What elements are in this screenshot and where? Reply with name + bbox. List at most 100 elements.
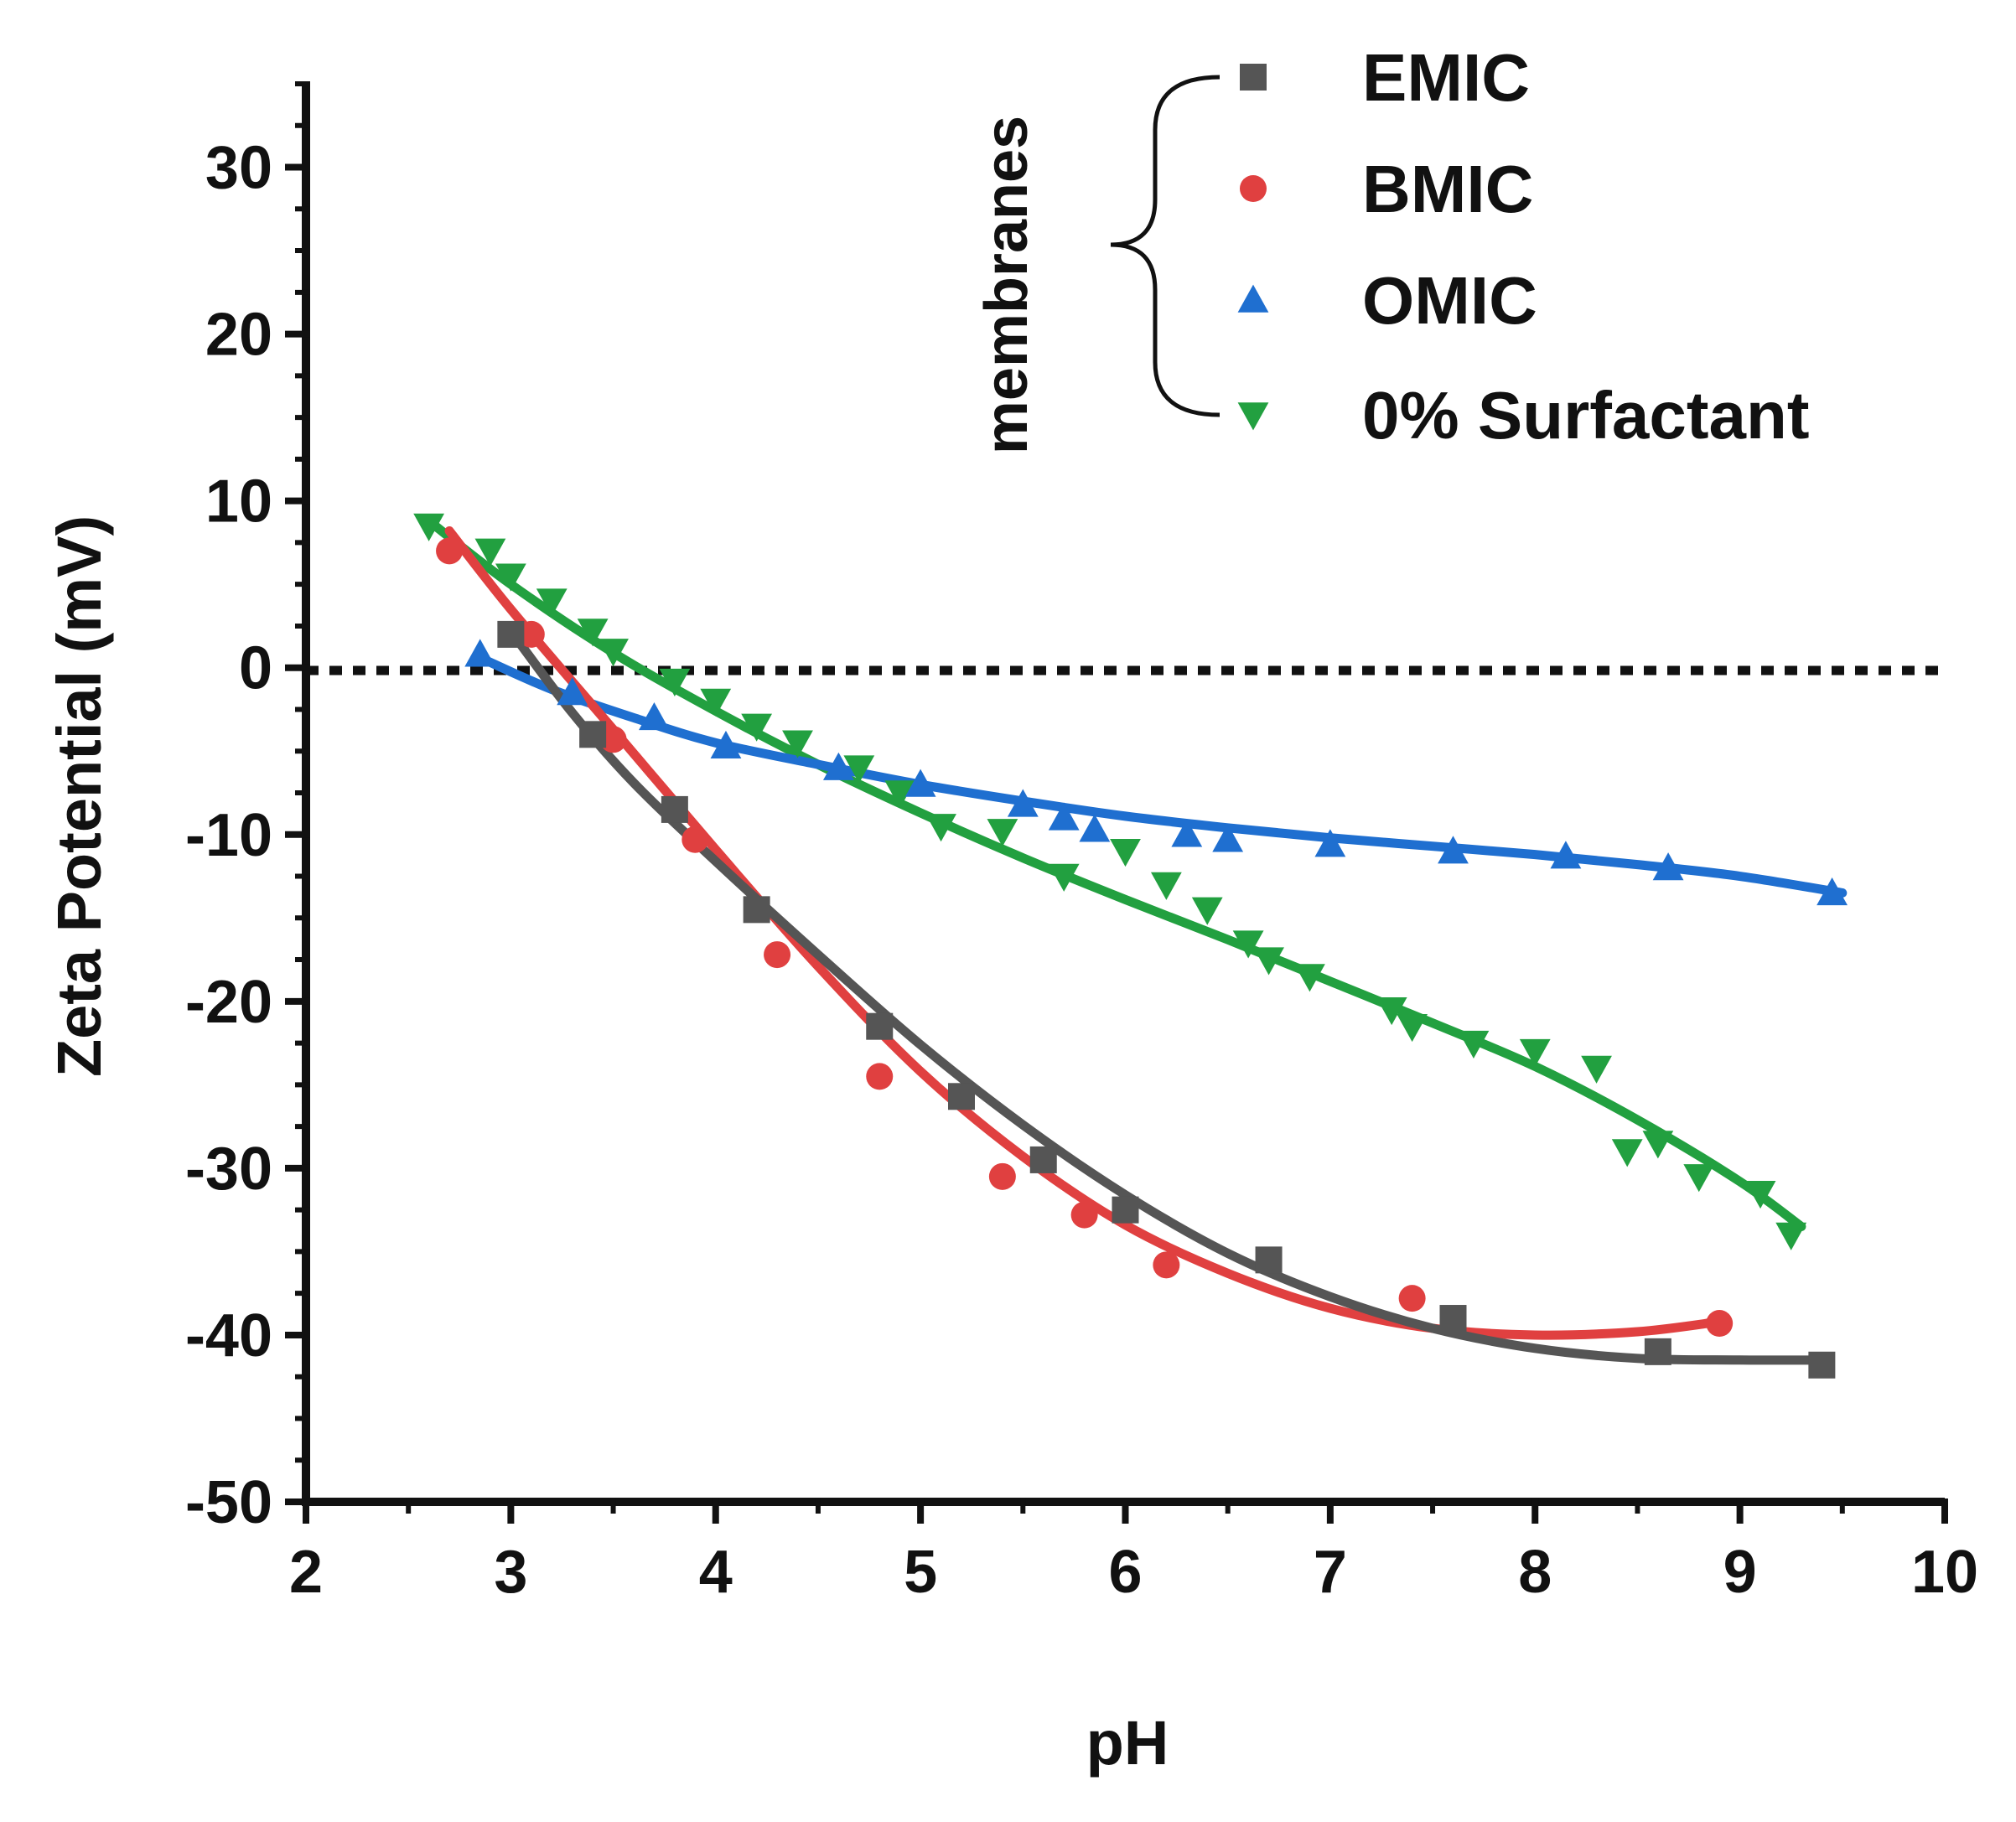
data-point-omic	[1438, 836, 1469, 864]
data-point-omic	[1048, 802, 1080, 831]
data-point-emic	[497, 620, 525, 648]
data-point-bmic	[1398, 1285, 1426, 1312]
x-tick-label: 3	[494, 1539, 527, 1606]
data-point-omic	[1816, 877, 1848, 906]
x-tick-label: 7	[1314, 1539, 1347, 1606]
data-point-0-surfactant	[741, 713, 773, 742]
data-point-emic	[661, 795, 688, 823]
data-point-bmic	[1153, 1251, 1180, 1279]
tick-labels: -50 -40 -30 -20 -10 0 10 20 30 2 3 4 5 6 7 8 9 10	[185, 135, 1978, 1606]
data-point-omic	[1007, 789, 1039, 817]
y-tick-label: -20	[185, 969, 272, 1036]
y-tick-label: -30	[185, 1136, 272, 1203]
data-point-bmic	[764, 941, 791, 969]
data-point-0-surfactant	[1253, 947, 1284, 976]
data-point-0-surfactant	[495, 563, 526, 592]
data-point-bmic	[436, 537, 464, 565]
legend-bracket	[1110, 75, 1220, 417]
data-point-0-surfactant	[1232, 930, 1264, 959]
data-point-0-surfactant	[925, 814, 956, 842]
data-point-bmic	[599, 726, 627, 753]
legend: membranes EMIC BMIC OMIC 0% Surfactant	[973, 40, 1809, 454]
data-point-0-surfactant	[1294, 964, 1325, 992]
data-point-emic	[1439, 1305, 1467, 1333]
legend-label-bmic: BMIC	[1362, 152, 1533, 226]
data-markers	[413, 513, 1848, 1379]
data-point-emic	[948, 1083, 975, 1110]
data-point-0-surfactant	[1775, 1222, 1807, 1250]
y-tick-label: 30	[205, 135, 272, 202]
data-point-0-surfactant	[413, 513, 445, 541]
data-point-bmic	[988, 1162, 1016, 1190]
ticks	[285, 81, 1948, 1524]
data-point-emic	[1029, 1146, 1057, 1173]
data-point-bmic	[1706, 1310, 1734, 1338]
x-tick-label: 5	[904, 1539, 937, 1606]
data-point-0-surfactant	[1744, 1181, 1776, 1209]
legend-label-omic: OMIC	[1362, 263, 1537, 338]
data-point-0-surfactant	[1191, 897, 1223, 925]
data-point-0-surfactant	[843, 755, 875, 784]
data-point-omic	[557, 677, 588, 706]
data-point-bmic	[866, 1063, 894, 1090]
data-point-0-surfactant	[536, 588, 567, 617]
data-point-0-surfactant	[1376, 997, 1407, 1026]
data-point-0-surfactant	[474, 538, 506, 567]
data-point-0-surfactant	[782, 730, 813, 758]
data-point-0-surfactant	[1683, 1164, 1715, 1193]
legend-marker-emic	[1240, 64, 1267, 91]
x-tick-label: 9	[1723, 1539, 1757, 1606]
data-point-emic	[866, 1012, 894, 1040]
data-point-omic	[904, 769, 936, 797]
data-point-0-surfactant	[1150, 872, 1182, 900]
data-point-0-surfactant	[598, 639, 629, 667]
data-point-bmic	[682, 826, 709, 853]
data-point-emic	[1255, 1246, 1283, 1274]
data-point-omic	[1079, 814, 1111, 842]
x-tick-label: 8	[1518, 1539, 1552, 1606]
data-point-0-surfactant	[577, 619, 609, 647]
data-point-0-surfactant	[1611, 1139, 1643, 1167]
data-point-omic	[1550, 841, 1582, 869]
x-axis-title: pH	[1086, 1708, 1169, 1778]
data-point-emic	[579, 721, 607, 748]
legend-label-0-surfactant: 0% Surfactant	[1362, 378, 1809, 453]
legend-marker-bmic	[1240, 175, 1267, 202]
data-point-0-surfactant	[659, 668, 691, 697]
data-point-omic	[710, 730, 742, 758]
legend-marker-omic	[1237, 284, 1269, 313]
x-tick-label: 2	[289, 1539, 323, 1606]
data-point-omic	[639, 702, 670, 731]
data-point-emic	[1644, 1338, 1671, 1365]
fit-curve-omic	[475, 653, 1848, 898]
data-point-omic	[1171, 819, 1203, 847]
data-point-0-surfactant	[1581, 1055, 1612, 1084]
y-tick-label: -10	[185, 802, 272, 869]
data-point-omic	[1652, 852, 1684, 881]
data-point-0-surfactant	[1110, 838, 1141, 867]
legend-items: EMIC BMIC OMIC 0% Surfactant	[1237, 40, 1809, 453]
data-point-bmic	[1070, 1201, 1098, 1229]
data-point-0-surfactant	[1458, 1030, 1490, 1059]
y-axis-title: Zeta Potential (mV)	[44, 515, 114, 1077]
y-tick-label: 10	[205, 468, 272, 536]
y-tick-label: 20	[205, 302, 272, 369]
data-point-emic	[743, 896, 770, 924]
x-tick-label: 6	[1108, 1539, 1142, 1606]
y-tick-label: -50	[185, 1469, 272, 1536]
data-point-0-surfactant	[987, 819, 1018, 847]
data-point-0-surfactant	[1397, 1013, 1428, 1043]
axes	[302, 84, 1945, 1506]
data-point-omic	[464, 639, 496, 667]
legend-marker-0-surfactant	[1237, 402, 1269, 431]
fit-curve-0-surfactant	[424, 516, 1806, 1232]
y-tick-label: -40	[185, 1302, 272, 1369]
y-tick-label: 0	[239, 635, 272, 702]
data-point-bmic	[517, 620, 545, 648]
data-point-emic	[1808, 1351, 1836, 1379]
fit-curves	[424, 516, 1848, 1365]
data-point-0-surfactant	[1519, 1038, 1551, 1067]
legend-label-emic: EMIC	[1362, 40, 1530, 115]
data-point-0-surfactant	[884, 780, 916, 809]
